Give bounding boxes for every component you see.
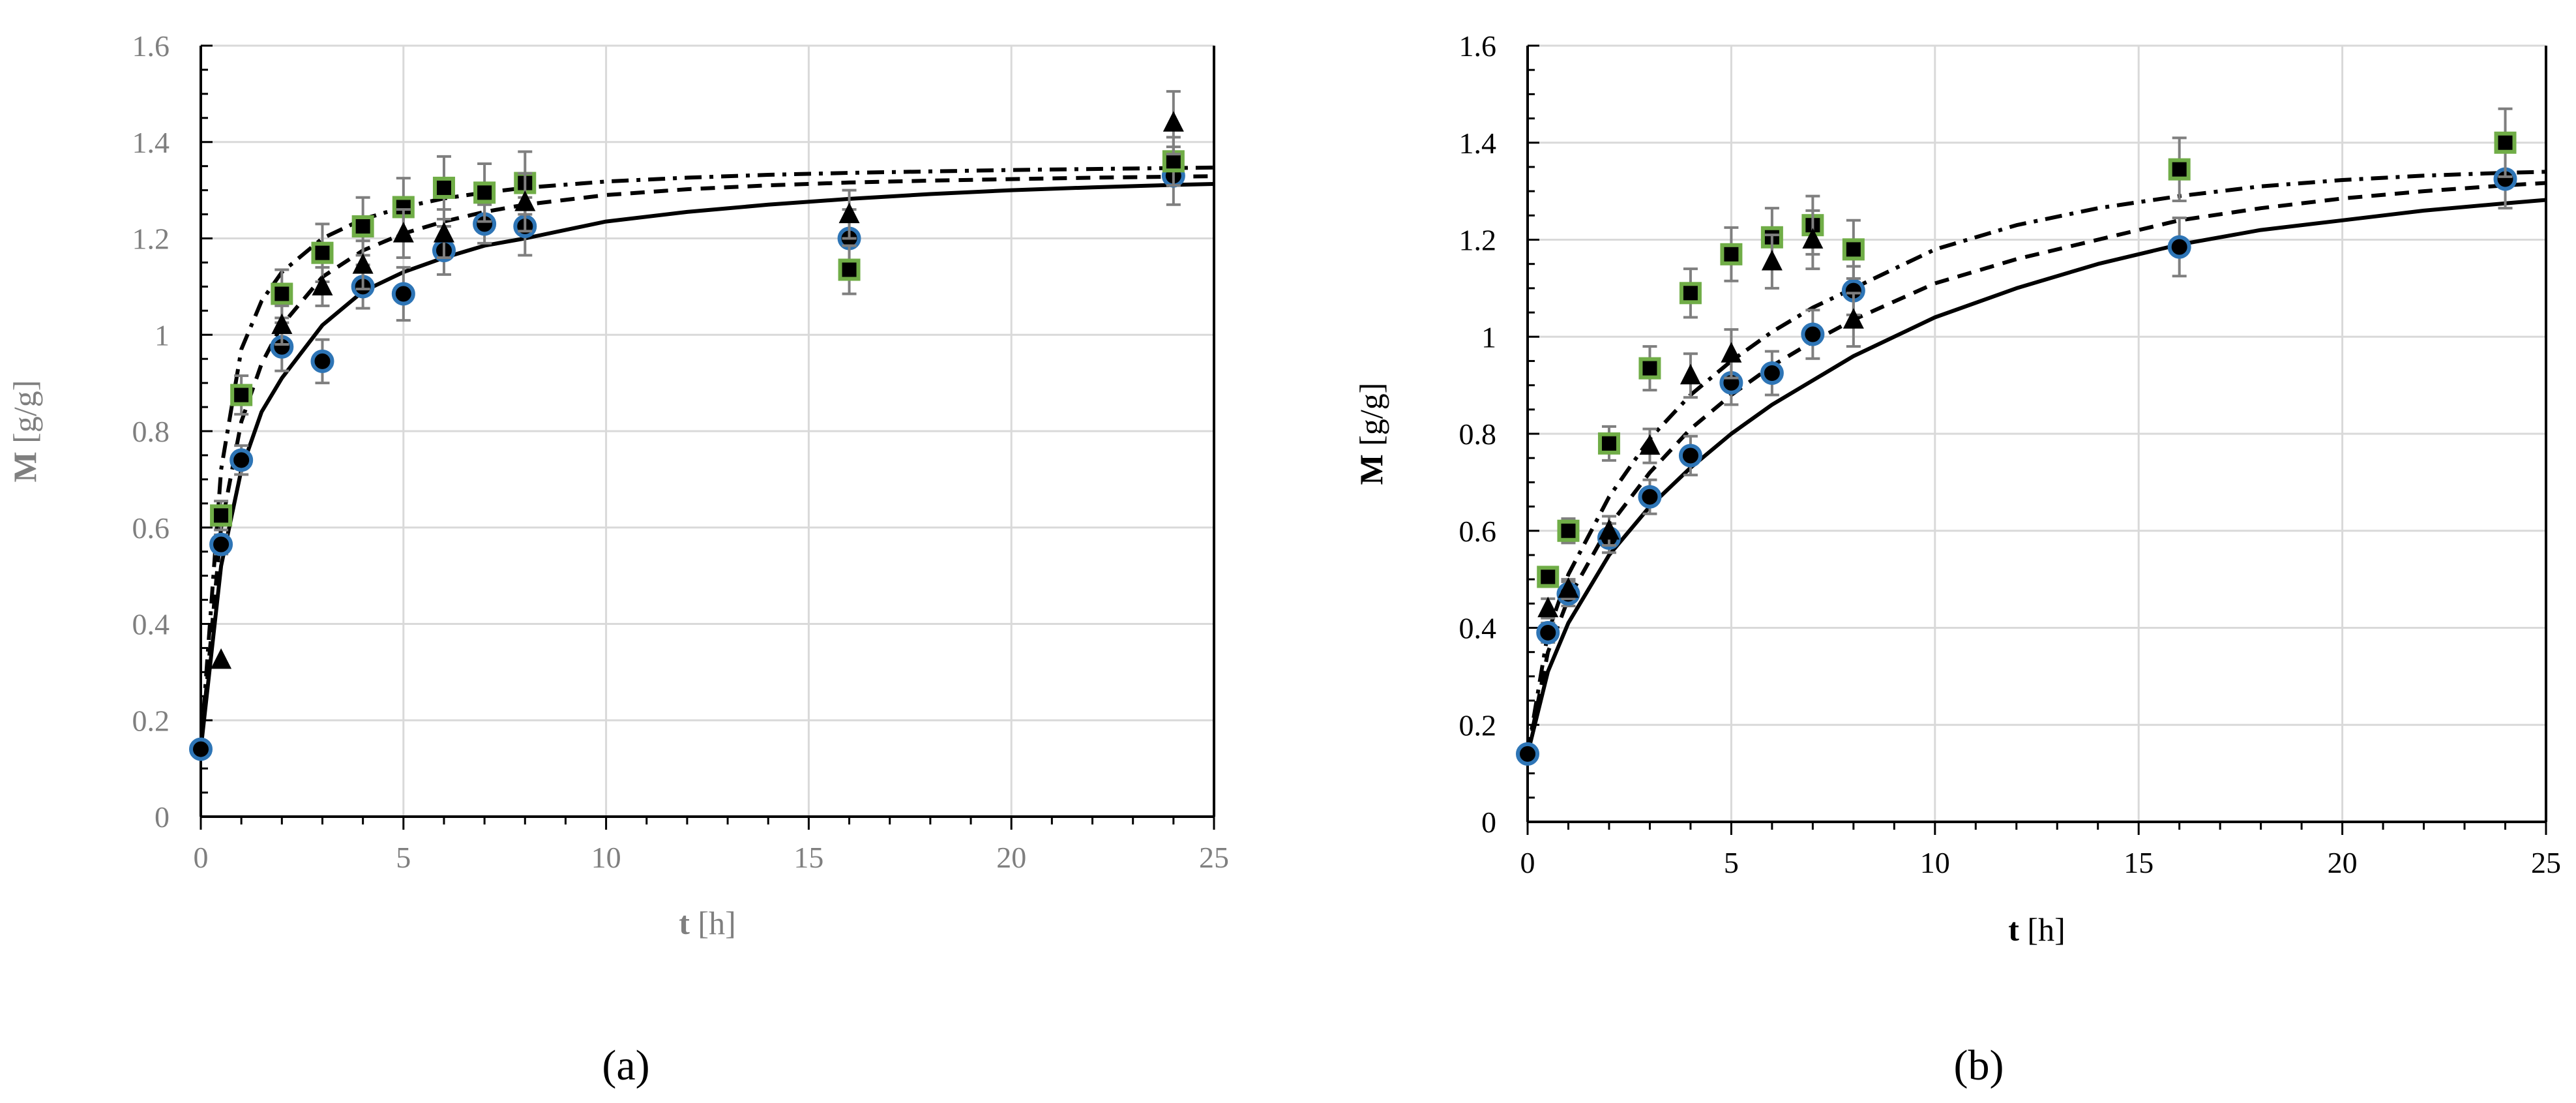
y-tick-label: 0.4 (1459, 612, 1497, 645)
data-point-circle (310, 349, 334, 373)
y-tick-label: 1.6 (132, 29, 170, 63)
x-tick-label: 10 (591, 841, 621, 874)
data-point-square (311, 241, 334, 264)
y-tick-label: 1.4 (132, 126, 170, 159)
data-point-circle (1678, 444, 1702, 468)
x-tick-label: 10 (1920, 846, 1950, 879)
data-point-square (2494, 131, 2517, 154)
x-tick-label: 20 (996, 841, 1026, 874)
y-tick-label: 0.2 (1459, 708, 1497, 742)
data-point-square (1720, 243, 1743, 265)
x-tick-label: 15 (2124, 846, 2154, 879)
data-point-triangle (1802, 228, 1824, 249)
data-point-square (230, 384, 253, 406)
data-point-triangle (1558, 577, 1579, 598)
x-axis-title: t [h] (679, 905, 735, 941)
y-tick-label: 0.2 (132, 704, 170, 737)
x-tick-label: 25 (2531, 846, 2561, 879)
data-point-triangle (312, 275, 333, 295)
y-tick-label: 0.8 (132, 415, 170, 448)
fit-curve-solid (1526, 198, 2547, 755)
y-tick-label: 0.6 (132, 511, 170, 545)
data-point-circle (1516, 742, 1539, 766)
y-axis-title: M [g/g] (1353, 383, 1389, 485)
data-point-triangle (433, 222, 454, 243)
y-tick-label: 0.6 (1459, 515, 1497, 548)
data-point-circle (209, 532, 233, 556)
chart-panel-a: 0 5 10 15 20 25 0 0.2 0.4 0.6 0.8 1 1.2 1.4 1.6 t [h] M … (7, 29, 1229, 941)
data-point-triangle (1843, 308, 1864, 329)
data-point-square (838, 258, 861, 281)
panel-label-b: (b) (1954, 1042, 2004, 1089)
data-point-triangle (1761, 249, 1783, 271)
x-tick-label: 0 (1520, 846, 1535, 879)
y-tick-label: 1 (1481, 320, 1496, 354)
data-point-square (2168, 158, 2191, 181)
data-point-triangle (211, 648, 232, 669)
data-point-circle (391, 282, 415, 306)
fit-curve-solid (199, 182, 1215, 749)
data-point-square (1842, 238, 1865, 261)
data-point-triangle (1680, 363, 1701, 385)
y-tick-label: 1.6 (1459, 29, 1497, 63)
data-point-circle (1760, 361, 1784, 385)
data-point-circle (2167, 235, 2191, 259)
x-tick-label: 25 (1199, 841, 1229, 874)
data-point-square (1679, 282, 1702, 305)
y-tick-label: 0.4 (132, 608, 170, 641)
y-axis-title: M [g/g] (7, 380, 43, 483)
data-point-square (1638, 357, 1661, 380)
data-point-circle (1638, 485, 1662, 509)
y-tick-label: 1.2 (132, 222, 170, 256)
x-tick-label: 15 (793, 841, 823, 874)
data-point-square (473, 181, 496, 204)
data-point-triangle (514, 190, 536, 211)
fit-curve-dashed (1526, 181, 2547, 755)
chart-panel-b: 0 5 10 15 20 25 0 0.2 0.4 0.6 0.8 1 1.2 1.4 1.6 t [h] M … (1353, 29, 2561, 948)
fit-curve-dashdot (199, 165, 1215, 749)
data-point-triangle (1721, 342, 1742, 363)
y-tick-label: 1 (155, 318, 170, 352)
data-point-square (1537, 566, 1560, 588)
data-point-triangle (392, 222, 414, 243)
panel-label-a: (a) (602, 1042, 649, 1089)
x-tick-label: 5 (1724, 846, 1739, 879)
data-point-square (1597, 432, 1620, 455)
data-point-circle (1536, 620, 1560, 644)
data-point-triangle (1639, 434, 1661, 455)
data-point-triangle (352, 253, 374, 274)
x-tick-label: 20 (2328, 846, 2358, 879)
x-tick-label: 5 (396, 841, 411, 874)
fit-curve-dashdot (1526, 170, 2547, 755)
data-point-circle (229, 448, 254, 472)
data-point-triangle (1598, 519, 1620, 540)
data-point-circle (189, 737, 213, 761)
data-point-circle (1801, 322, 1825, 346)
data-point-triangle (1162, 111, 1184, 132)
data-point-square (351, 215, 374, 238)
data-point-square (210, 504, 233, 527)
data-point-triangle (1537, 596, 1559, 618)
y-tick-label: 1.2 (1459, 224, 1497, 257)
x-axis-title: t [h] (2008, 911, 2065, 948)
y-tick-label: 0.8 (1459, 417, 1497, 451)
x-tick-label: 0 (194, 841, 209, 874)
y-tick-label: 1.4 (1459, 127, 1497, 160)
data-point-square (432, 176, 455, 199)
y-tick-label: 0 (155, 800, 170, 834)
y-tick-label: 0 (1481, 806, 1496, 839)
data-point-square (1557, 519, 1580, 542)
fit-curve-dashed (199, 174, 1215, 749)
data-point-triangle (271, 313, 293, 334)
data-point-triangle (838, 202, 860, 224)
data-point-square (271, 282, 293, 305)
